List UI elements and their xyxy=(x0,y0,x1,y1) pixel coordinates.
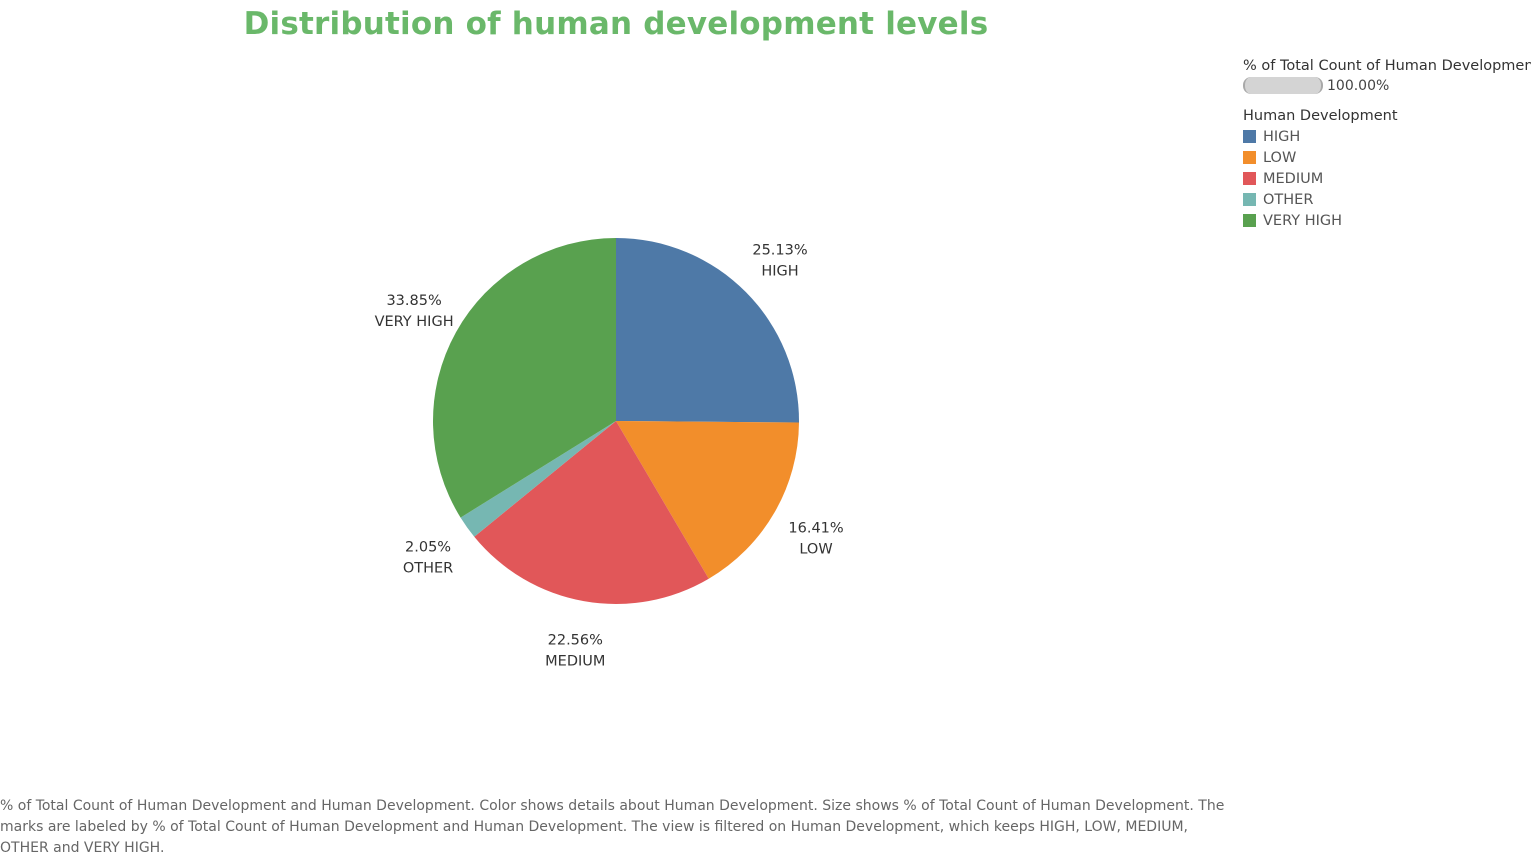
legend-item-label: MEDIUM xyxy=(1263,170,1324,187)
pie-slice-low[interactable] xyxy=(616,421,799,579)
pie-slice-very-high[interactable] xyxy=(432,238,616,518)
slice-value-label: 25.13% xyxy=(752,242,807,258)
legend-item[interactable]: MEDIUM xyxy=(1243,168,1531,189)
legend-item-label: LOW xyxy=(1263,149,1297,166)
color-legend: Human Development HIGH LOW MEDIUM OTHER VERY… xyxy=(1243,108,1531,231)
slice-value-label: 33.85% xyxy=(386,293,441,309)
pie-slice-high[interactable] xyxy=(616,238,799,423)
chart-caption: % of Total Count of Human Development an… xyxy=(0,798,1225,856)
color-legend-items: HIGH LOW MEDIUM OTHER VERY HIGH xyxy=(1243,126,1531,231)
legend-item[interactable]: LOW xyxy=(1243,147,1531,168)
legend-swatch xyxy=(1243,193,1256,206)
color-legend-title: Human Development xyxy=(1243,108,1398,124)
legend-item-label: HIGH xyxy=(1263,128,1301,145)
slice-category-label: HIGH xyxy=(761,263,798,279)
size-legend-value: 100.00% xyxy=(1327,77,1390,94)
legend-item[interactable]: OTHER xyxy=(1243,189,1531,210)
size-legend-title: % of Total Count of Human Development xyxy=(1243,58,1531,74)
legend-item[interactable]: HIGH xyxy=(1243,126,1531,147)
pie-slice-medium[interactable] xyxy=(474,421,709,604)
legend-item[interactable]: VERY HIGH xyxy=(1243,210,1531,231)
slice-value-label: 22.56% xyxy=(548,632,603,648)
legend-swatch xyxy=(1243,130,1256,143)
size-legend-row: 100.00% xyxy=(1243,77,1531,94)
pie-slice-other[interactable] xyxy=(460,421,616,537)
slice-category-label: MEDIUM xyxy=(545,653,605,669)
legend-panel: % of Total Count of Human Development 10… xyxy=(1243,58,1531,231)
legend-swatch xyxy=(1243,151,1256,164)
legend-item-label: VERY HIGH xyxy=(1263,212,1343,229)
legend-swatch xyxy=(1243,214,1256,227)
legend-swatch xyxy=(1243,172,1256,185)
chart-title: Distribution of human development levels xyxy=(243,6,989,42)
slice-value-label: 16.41% xyxy=(788,521,843,537)
size-legend-swatch xyxy=(1243,77,1323,94)
legend-item-label: OTHER xyxy=(1263,191,1314,208)
slice-value-label: 2.05% xyxy=(405,539,451,555)
slice-category-label: OTHER xyxy=(403,560,453,576)
slice-category-label: LOW xyxy=(799,542,832,558)
slice-category-label: VERY HIGH xyxy=(375,314,454,330)
